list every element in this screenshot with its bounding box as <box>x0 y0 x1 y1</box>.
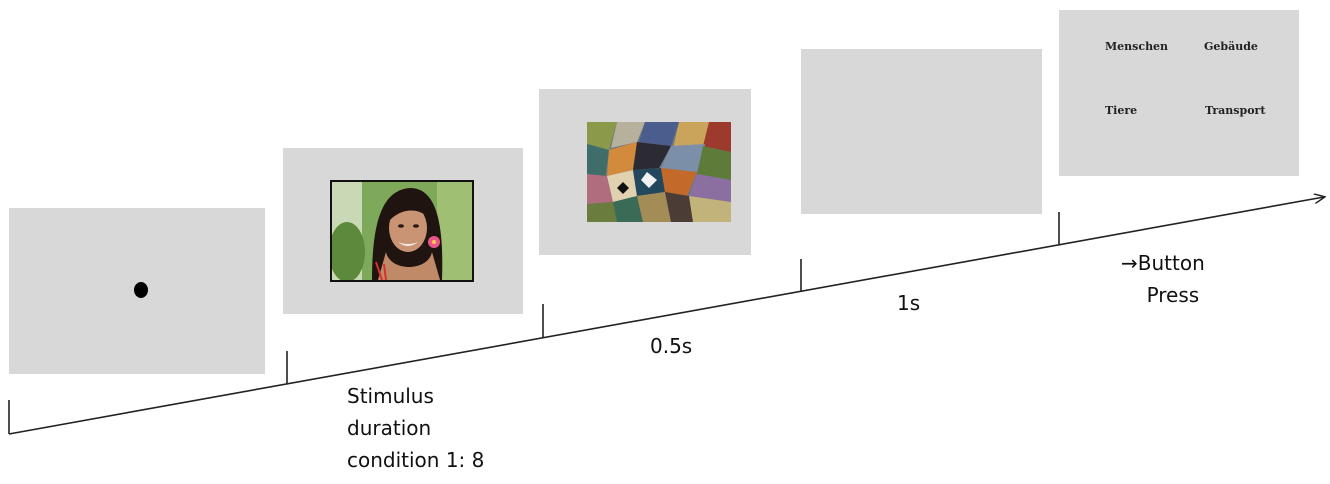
choice-gebaeude: Gebäude <box>1204 40 1258 53</box>
choice-tiere: Tiere <box>1105 104 1138 117</box>
blank-duration-label: 1s <box>897 291 921 315</box>
mask-image <box>587 122 731 222</box>
mask-screen <box>539 89 751 255</box>
response-label-line1: Button <box>1137 251 1205 275</box>
mask-duration-label: 0.5s <box>650 334 693 358</box>
response-label-line2: Press <box>1146 283 1200 307</box>
stimulus-screen <box>283 148 523 314</box>
choice-transport: Transport <box>1205 104 1266 117</box>
fixation-screen <box>9 208 265 374</box>
blank-screen <box>801 49 1042 214</box>
stimulus-duration-label: Stimulus duration condition 1: 8 <box>347 384 485 472</box>
response-label: →Button Press <box>1121 247 1205 311</box>
fixation-dot <box>134 282 148 298</box>
choice-menschen: Menschen <box>1105 40 1169 53</box>
right-arrow-icon: → <box>1121 251 1138 275</box>
face-stimulus-image <box>330 180 474 282</box>
timeline-arrow <box>8 197 1324 435</box>
response-screen: Menschen Gebäude Tiere Transport <box>1059 10 1299 176</box>
